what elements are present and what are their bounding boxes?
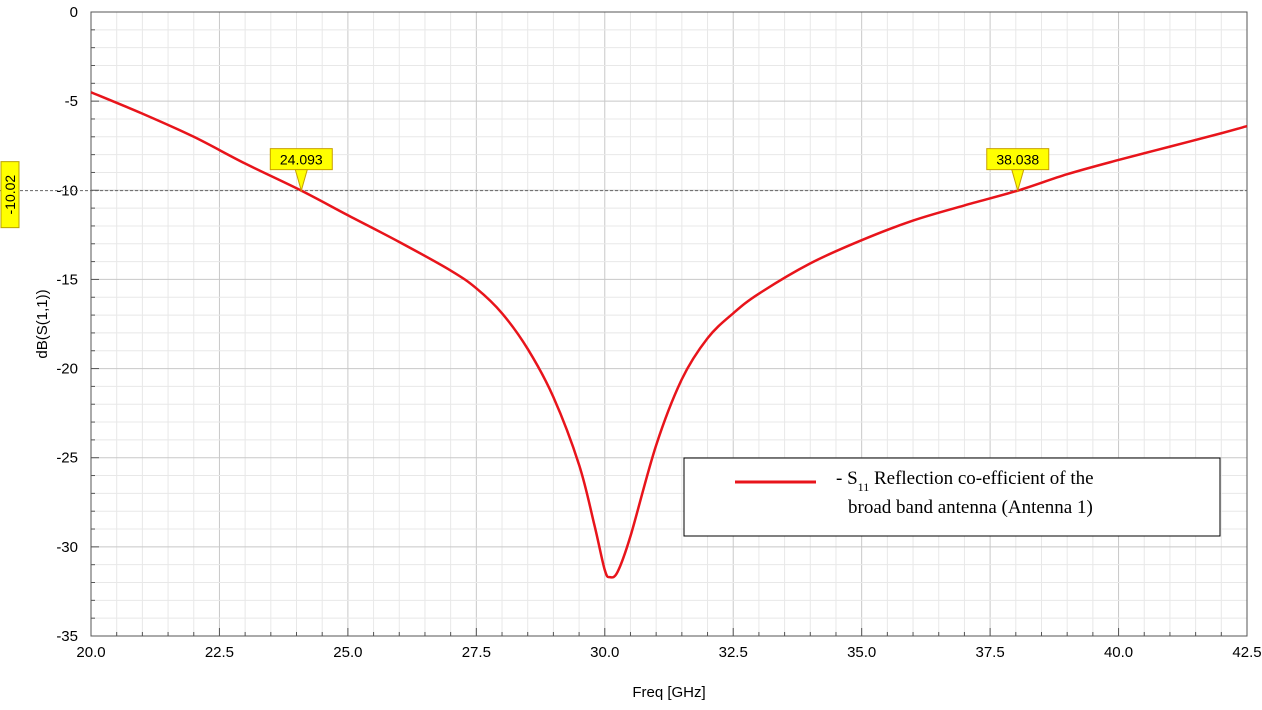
y-tick-label: -30 bbox=[56, 539, 78, 556]
reference-value-badge: -10.02 bbox=[0, 161, 20, 229]
marker-pointer bbox=[294, 169, 308, 193]
plot-frame bbox=[90, 11, 1248, 637]
s11-series-line bbox=[90, 91, 1248, 579]
x-tick-label: 27.5 bbox=[462, 644, 491, 661]
marker: 38.038 bbox=[986, 148, 1050, 193]
x-tick-labels: 20.0 22.5 25.0 27.5 30.0 32.5 35.0 37.5 40.0 42.5 bbox=[76, 644, 1261, 661]
y-tick-label: 0 bbox=[70, 4, 78, 21]
y-tick-label: -35 bbox=[56, 628, 78, 645]
legend-line-1: - S11 Reflection co-efficient of the bbox=[836, 468, 1094, 494]
legend-subscript: 11 bbox=[858, 480, 870, 494]
y-tick-labels: 0-5-10-15-20-25-30-35 bbox=[56, 4, 78, 645]
legend: - S11 Reflection co-efficient of the bro… bbox=[683, 457, 1221, 537]
y-tick-label: -20 bbox=[56, 361, 78, 378]
x-tick-label: 40.0 bbox=[1104, 644, 1133, 661]
reference-badge-box bbox=[0, 161, 20, 229]
reference-badge-label: -10.02 bbox=[2, 175, 18, 215]
x-tick-label: 37.5 bbox=[976, 644, 1005, 661]
x-tick-label: 32.5 bbox=[719, 644, 748, 661]
x-tick-label: 25.0 bbox=[333, 644, 362, 661]
marker-pointer bbox=[1011, 169, 1025, 193]
y-tick-label: -15 bbox=[56, 271, 78, 288]
legend-prefix: - S bbox=[836, 468, 858, 489]
legend-line-1-rest: Reflection co-efficient of the bbox=[869, 468, 1093, 489]
legend-box bbox=[683, 457, 1221, 537]
y-axis-title: dB(S(1,1)) bbox=[34, 289, 51, 358]
marker-label: 24.093 bbox=[280, 152, 323, 168]
x-axis-title: Freq [GHz] bbox=[632, 684, 705, 701]
x-tick-label: 30.0 bbox=[590, 644, 619, 661]
x-tick-label: 20.0 bbox=[76, 644, 105, 661]
marker-label: 38.038 bbox=[996, 152, 1039, 168]
legend-line-2: broad band antenna (Antenna 1) bbox=[848, 497, 1093, 518]
x-tick-label: 35.0 bbox=[847, 644, 876, 661]
markers: 24.093 38.038 bbox=[269, 148, 1050, 193]
y-tick-label: -5 bbox=[65, 93, 78, 110]
marker: 24.093 bbox=[269, 148, 333, 193]
x-tick-label: 42.5 bbox=[1232, 644, 1261, 661]
x-tick-label: 22.5 bbox=[205, 644, 234, 661]
axis-ticks bbox=[90, 11, 1248, 637]
y-tick-label: -25 bbox=[56, 450, 78, 467]
